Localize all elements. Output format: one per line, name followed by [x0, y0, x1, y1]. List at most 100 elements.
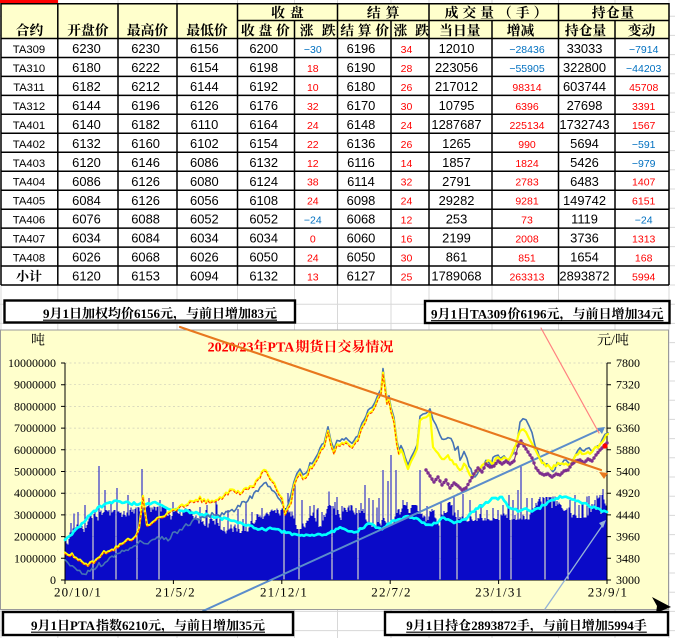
- svg-text:45708: 45708: [629, 82, 658, 94]
- svg-text:7800: 7800: [616, 356, 640, 370]
- svg-text:3000: 3000: [616, 573, 640, 587]
- svg-text:1567: 1567: [632, 120, 656, 132]
- svg-text:0: 0: [310, 234, 316, 246]
- svg-text:0: 0: [50, 573, 56, 587]
- svg-text:6198: 6198: [249, 60, 278, 75]
- svg-text:6144: 6144: [190, 79, 219, 94]
- svg-text:6156: 6156: [190, 41, 219, 56]
- svg-text:23/1/31: 23/1/31: [475, 585, 523, 600]
- svg-text:9: 9: [406, 618, 413, 633]
- svg-text:6076: 6076: [72, 212, 101, 227]
- svg-text:6148: 6148: [347, 117, 376, 132]
- svg-text:/: /: [611, 334, 615, 349]
- svg-text:1732743: 1732743: [559, 117, 609, 132]
- svg-text:6170: 6170: [347, 98, 376, 113]
- svg-text:32: 32: [401, 177, 413, 189]
- svg-text:23/9/1: 23/9/1: [588, 585, 628, 600]
- svg-text:9: 9: [431, 306, 438, 321]
- svg-text:6126: 6126: [131, 174, 160, 189]
- svg-text:6102: 6102: [190, 136, 219, 151]
- svg-text:6176: 6176: [249, 98, 278, 113]
- svg-text:1789068: 1789068: [431, 269, 481, 284]
- svg-text:6068: 6068: [347, 212, 376, 227]
- svg-text:6154: 6154: [249, 136, 278, 151]
- svg-text:6151: 6151: [632, 196, 656, 208]
- svg-text:24: 24: [307, 120, 319, 132]
- svg-text:6126: 6126: [190, 98, 219, 113]
- svg-text:2199: 2199: [442, 231, 471, 246]
- svg-text:603744: 603744: [563, 79, 606, 94]
- svg-text:217012: 217012: [435, 79, 478, 94]
- svg-text:24: 24: [307, 253, 319, 265]
- svg-text:2008: 2008: [515, 234, 539, 246]
- svg-text:33033: 33033: [567, 41, 603, 56]
- svg-text:253: 253: [446, 212, 468, 227]
- svg-text:10795: 10795: [439, 98, 475, 113]
- svg-text:6094: 6094: [190, 269, 219, 284]
- svg-text:4000000: 4000000: [14, 486, 56, 500]
- svg-text:7000000: 7000000: [14, 421, 56, 435]
- svg-text:6132: 6132: [72, 136, 101, 151]
- svg-text:6360: 6360: [616, 421, 640, 435]
- svg-text:3736: 3736: [570, 231, 599, 246]
- svg-text:24: 24: [401, 120, 413, 132]
- svg-text:−55905: −55905: [509, 63, 544, 75]
- svg-text:26: 26: [401, 139, 413, 151]
- svg-text:1119: 1119: [571, 212, 598, 227]
- svg-text:149742: 149742: [563, 193, 606, 208]
- svg-text:2783: 2783: [515, 177, 539, 189]
- svg-text:30: 30: [401, 253, 413, 265]
- svg-text:851: 851: [518, 253, 536, 265]
- svg-text:6164: 6164: [249, 117, 278, 132]
- svg-text:5426: 5426: [570, 155, 599, 170]
- svg-text:25: 25: [401, 272, 413, 284]
- svg-text:5000000: 5000000: [14, 465, 56, 479]
- svg-text:4920: 4920: [616, 486, 640, 500]
- svg-text:10: 10: [307, 82, 319, 94]
- svg-text:6127: 6127: [347, 269, 376, 284]
- svg-text:1313: 1313: [632, 234, 656, 246]
- svg-text:6120: 6120: [72, 155, 101, 170]
- svg-text:6120: 6120: [72, 269, 101, 284]
- svg-text:TA405: TA405: [13, 196, 45, 208]
- svg-text:6154: 6154: [190, 60, 219, 75]
- svg-text:−24: −24: [304, 215, 322, 227]
- svg-text:6050: 6050: [347, 250, 376, 265]
- svg-text:6180: 6180: [72, 60, 101, 75]
- svg-text:14: 14: [401, 158, 413, 170]
- svg-text:5880: 5880: [616, 443, 640, 457]
- svg-text:−7914: −7914: [629, 44, 659, 56]
- svg-text:6124: 6124: [249, 174, 278, 189]
- svg-text:24: 24: [307, 196, 319, 208]
- svg-text:7320: 7320: [616, 378, 640, 392]
- svg-text:28: 28: [401, 63, 413, 75]
- svg-text:6068: 6068: [131, 250, 160, 265]
- svg-text:21/5/2: 21/5/2: [155, 585, 195, 600]
- svg-text:6146: 6146: [131, 155, 160, 170]
- svg-text:990: 990: [518, 139, 536, 151]
- svg-text:1654: 1654: [570, 250, 599, 265]
- svg-text:TA406: TA406: [13, 215, 45, 227]
- svg-text:6056: 6056: [190, 193, 219, 208]
- svg-text:6088: 6088: [131, 212, 160, 227]
- svg-text:2020/23: 2020/23: [208, 341, 254, 356]
- svg-text:TA312: TA312: [13, 101, 45, 113]
- svg-text:TA407: TA407: [13, 234, 45, 246]
- svg-text:26: 26: [401, 82, 413, 94]
- svg-text:6396: 6396: [515, 101, 539, 113]
- svg-text:TA309: TA309: [13, 44, 45, 56]
- svg-text:30: 30: [401, 101, 413, 113]
- svg-text:38: 38: [307, 177, 319, 189]
- svg-text:9: 9: [43, 306, 50, 321]
- svg-text:10000000: 10000000: [8, 356, 56, 370]
- svg-text:12: 12: [401, 215, 413, 227]
- svg-text:34: 34: [401, 44, 413, 56]
- svg-text:6052: 6052: [190, 212, 219, 227]
- svg-text:34: 34: [638, 306, 652, 321]
- svg-text:861: 861: [446, 250, 468, 265]
- svg-text:6026: 6026: [72, 250, 101, 265]
- svg-text:−44203: −44203: [626, 63, 661, 75]
- svg-text:1: 1: [426, 618, 433, 633]
- svg-text:3960: 3960: [616, 530, 640, 544]
- svg-text:18: 18: [307, 63, 319, 75]
